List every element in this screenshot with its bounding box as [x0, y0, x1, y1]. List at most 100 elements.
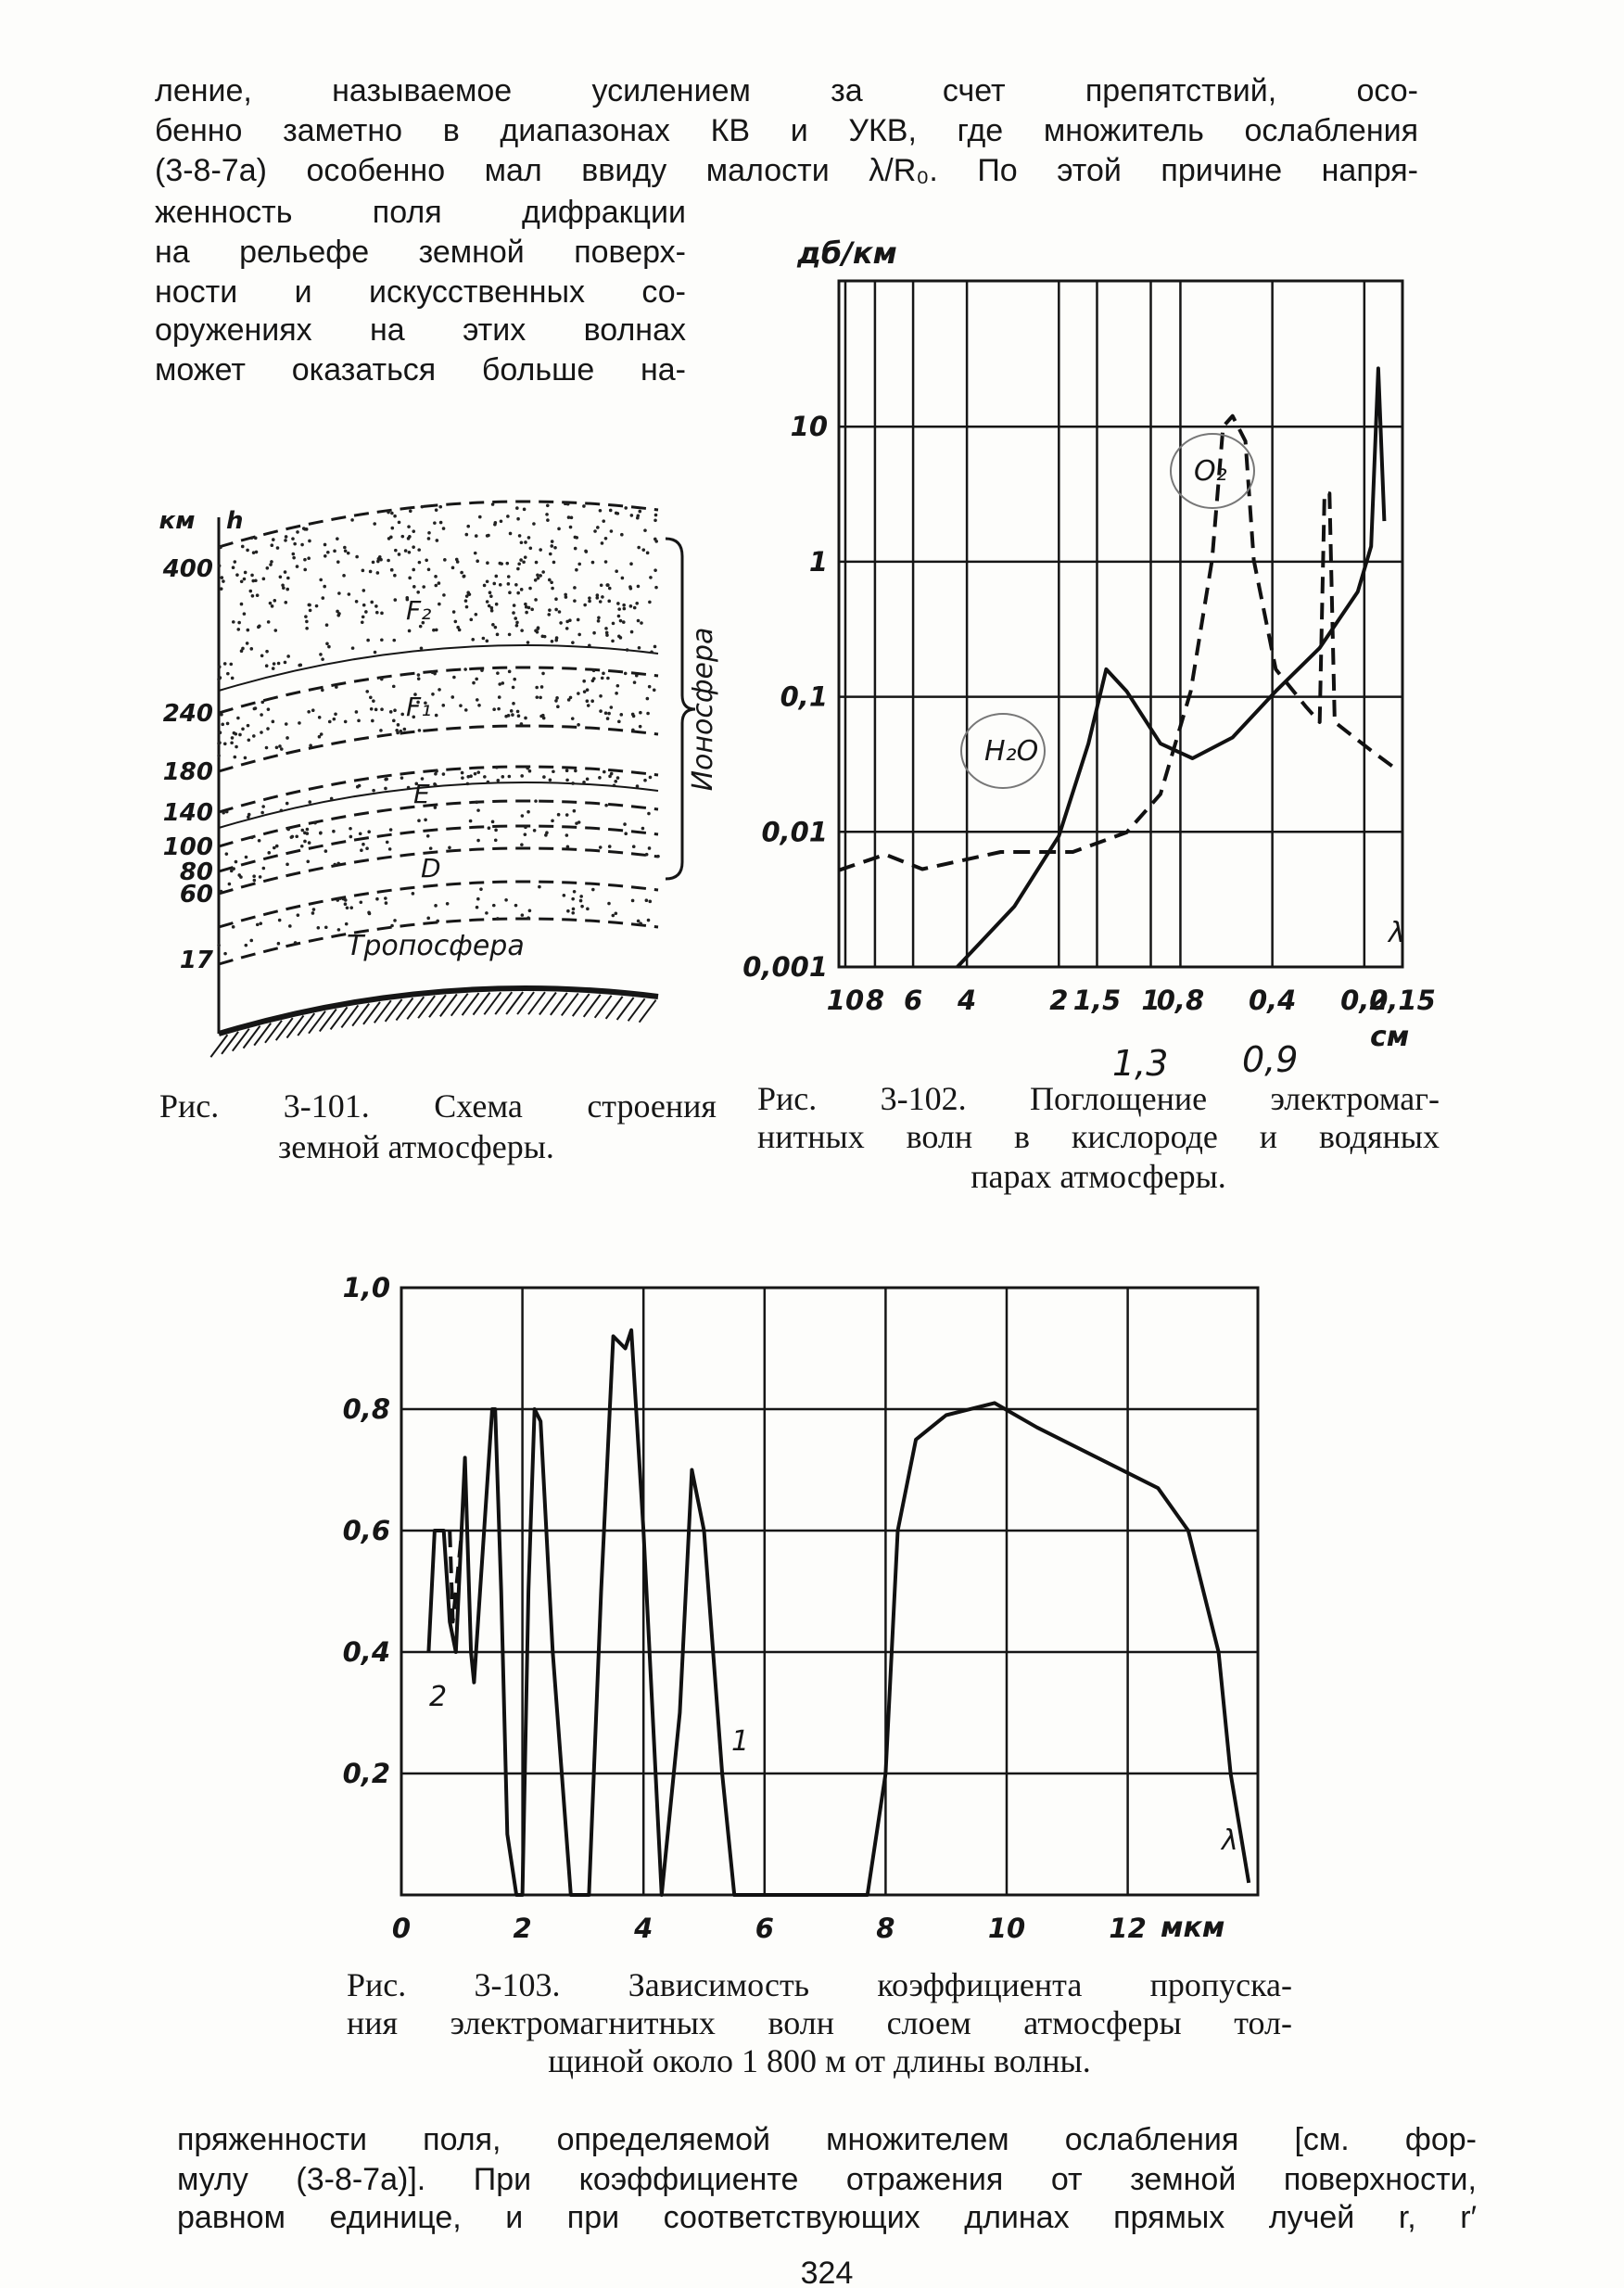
stipple — [365, 690, 370, 693]
stipple — [494, 574, 499, 578]
stipple — [623, 822, 627, 826]
stipple — [609, 771, 614, 776]
stipple — [308, 608, 312, 613]
stipple — [519, 722, 524, 726]
stipple — [434, 628, 438, 632]
stipple — [346, 551, 350, 555]
stipple — [238, 732, 242, 737]
earth-hatch — [318, 1008, 337, 1033]
stipple — [565, 833, 569, 837]
stipple — [552, 560, 556, 565]
stipple — [380, 611, 384, 616]
stipple — [225, 721, 230, 726]
stipple — [371, 560, 375, 565]
stipple — [359, 900, 363, 905]
x-tick-label: 1 — [1141, 985, 1160, 1016]
stipple — [393, 573, 397, 578]
stipple — [623, 671, 628, 676]
stipple — [303, 839, 307, 844]
stipple — [489, 605, 494, 610]
height-label: 17 — [180, 947, 214, 974]
stipple — [433, 782, 437, 786]
stipple — [496, 778, 501, 782]
stipple — [299, 844, 304, 848]
stipple — [584, 550, 589, 553]
stipple — [379, 729, 383, 732]
stipple — [236, 716, 240, 720]
stipple — [277, 918, 282, 922]
stipple — [614, 780, 618, 783]
stipple — [376, 556, 381, 561]
layer-boundary — [218, 880, 659, 929]
stipple — [319, 653, 323, 656]
stipple — [303, 557, 307, 562]
stipple — [574, 769, 577, 773]
stipple — [242, 612, 247, 616]
layer-label: F₁ — [406, 692, 431, 722]
stipple — [305, 832, 310, 835]
stipple — [284, 722, 288, 726]
stipple — [246, 548, 249, 553]
stipple — [653, 518, 657, 523]
y-axis-label: дб/км — [796, 235, 897, 271]
stipple — [523, 555, 527, 559]
stipple — [582, 690, 587, 693]
stipple — [583, 603, 587, 607]
stipple — [598, 845, 603, 849]
series-line — [956, 366, 1387, 969]
stipple — [333, 862, 337, 867]
stipple — [304, 615, 308, 618]
stipple — [585, 688, 590, 693]
stipple — [307, 710, 311, 714]
text-line: может оказаться больше на- — [155, 352, 686, 388]
stipple — [605, 633, 609, 637]
stipple — [564, 502, 567, 506]
stipple — [517, 562, 521, 566]
stipple — [323, 542, 327, 547]
earth-hatch — [308, 1011, 326, 1035]
layer-boundary — [218, 644, 659, 692]
stipple — [544, 833, 548, 837]
stipple — [224, 852, 229, 856]
stipple — [535, 629, 539, 634]
stipple — [344, 922, 349, 926]
stipple — [375, 571, 380, 575]
stipple — [585, 777, 590, 782]
stipple — [515, 709, 520, 714]
stipple — [603, 769, 606, 774]
y-tick-label: 0,4 — [343, 1636, 390, 1668]
stipple — [361, 568, 365, 573]
stipple — [283, 660, 287, 665]
stipple — [389, 568, 394, 572]
stipple — [501, 681, 505, 685]
stipple — [571, 907, 576, 911]
stipple — [311, 911, 315, 915]
stipple — [407, 550, 412, 554]
stipple — [412, 529, 416, 533]
stipple — [511, 685, 515, 690]
stipple — [343, 902, 348, 907]
stipple — [319, 732, 324, 736]
stipple — [400, 776, 404, 780]
stipple — [535, 695, 539, 699]
earth-hatch — [450, 993, 469, 1017]
stipple — [652, 688, 656, 693]
layer-boundary — [218, 666, 659, 715]
stipple — [557, 610, 562, 614]
stipple — [369, 706, 374, 711]
stipple — [222, 579, 225, 583]
stipple — [253, 706, 258, 710]
stipple — [437, 581, 441, 585]
stipple — [426, 537, 431, 540]
stipple — [217, 742, 221, 745]
earth-hatch — [395, 997, 414, 1022]
stipple — [221, 722, 225, 727]
stipple — [295, 834, 299, 839]
stipple — [289, 835, 294, 839]
stipple — [527, 909, 532, 913]
stipple — [364, 610, 368, 614]
stipple — [586, 907, 590, 911]
stipple — [424, 818, 427, 822]
stipple — [367, 830, 371, 834]
stipple — [492, 707, 496, 712]
